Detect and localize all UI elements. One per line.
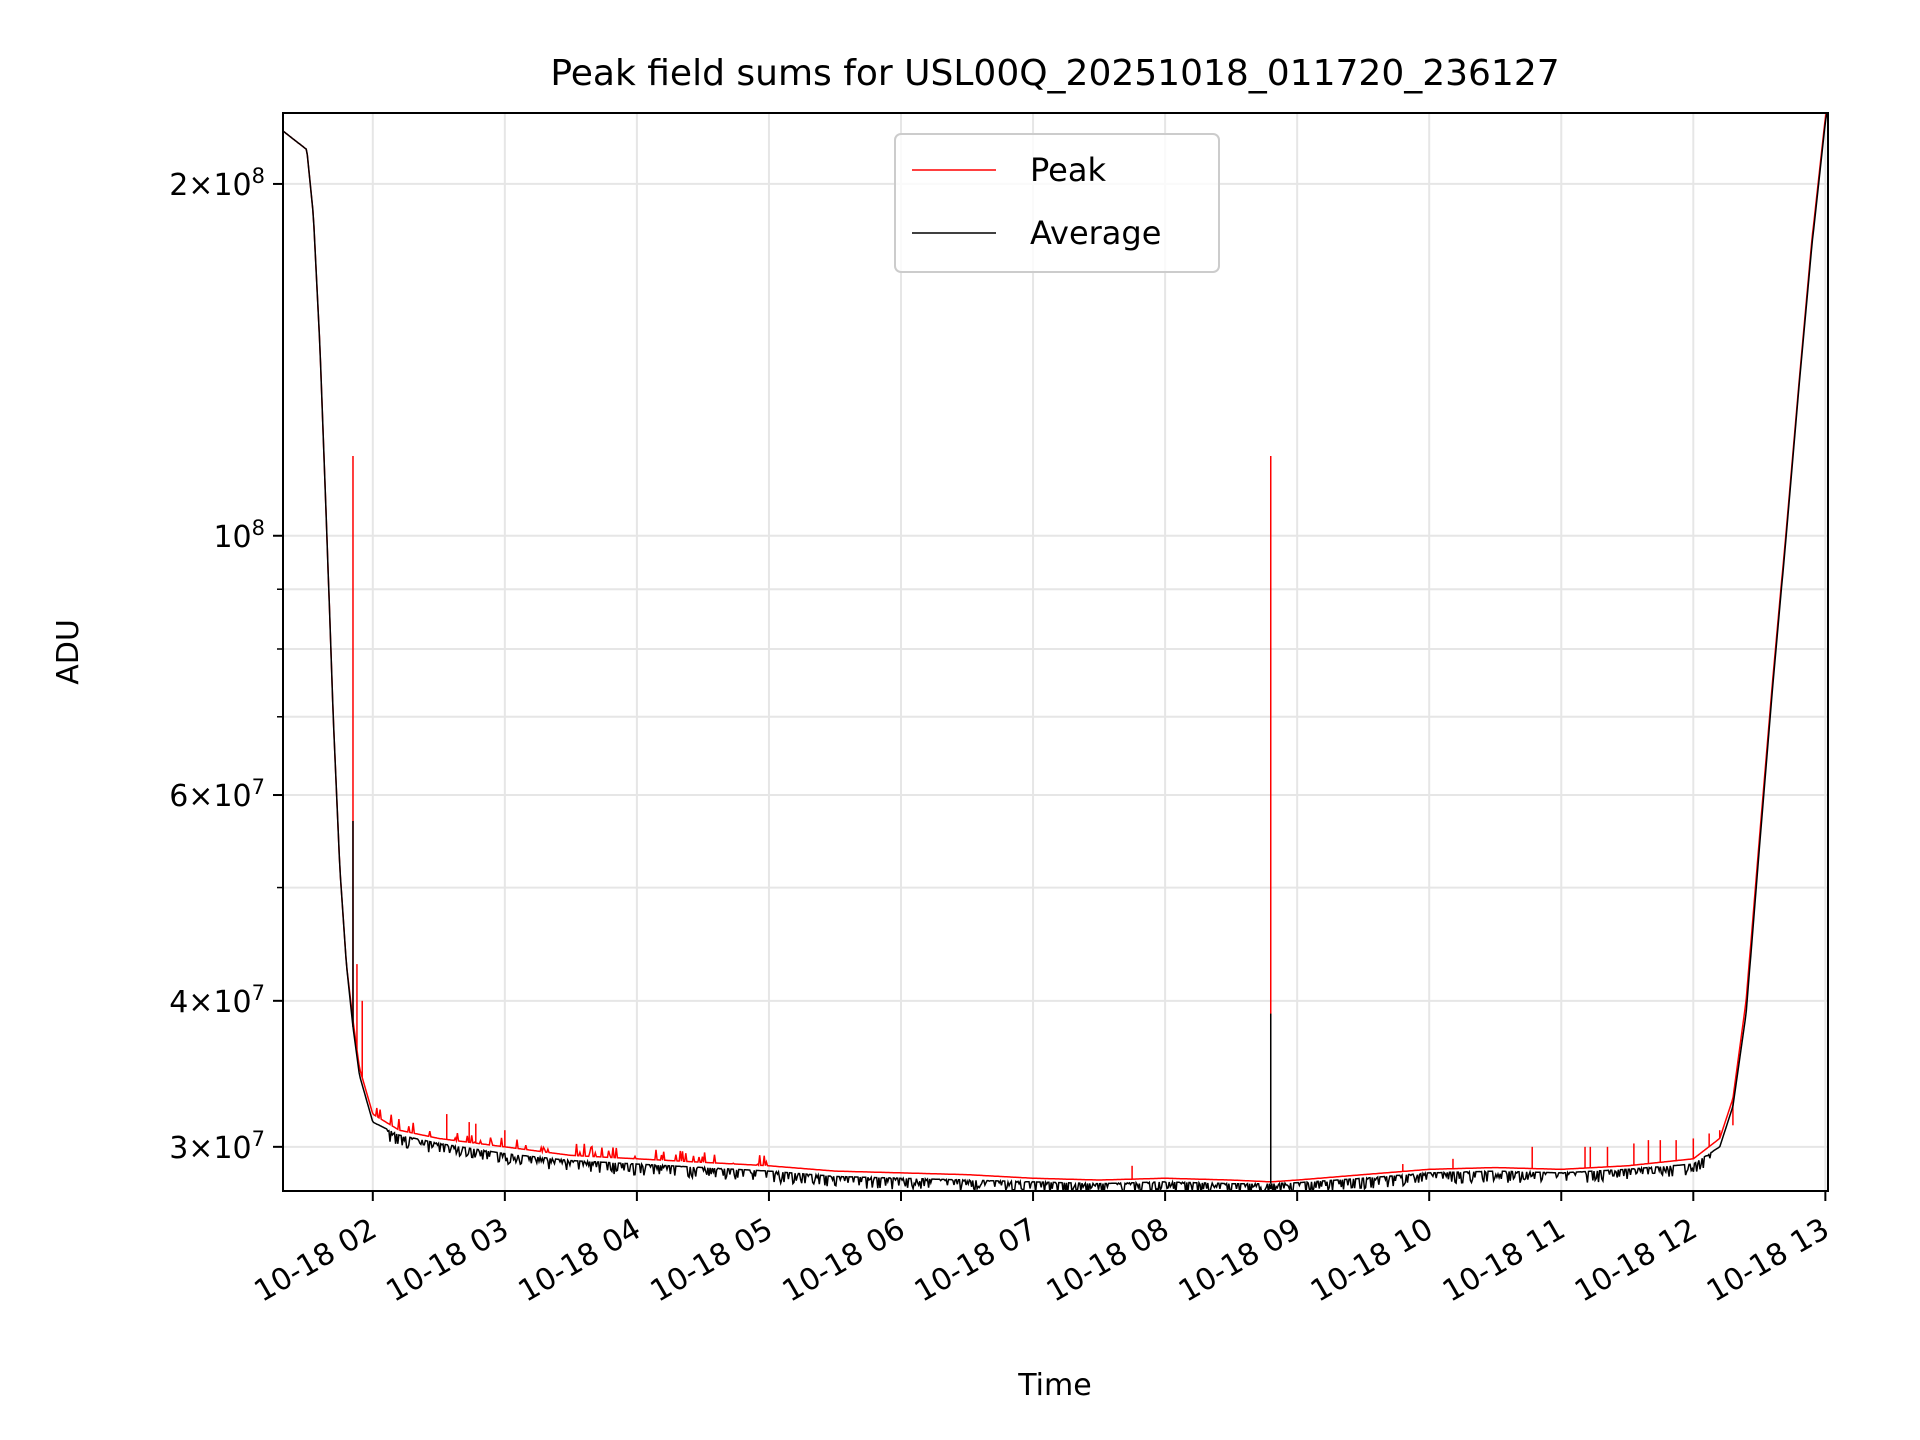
grid (283, 113, 1828, 1191)
y-tick-label: 6×107 (169, 775, 265, 814)
y-tick-label: 108 (213, 516, 265, 555)
y-axis-label: ADU (51, 619, 86, 685)
chart-title: Peak field sums for USL00Q_20251018_0117… (550, 53, 1559, 94)
series-line-peak (283, 113, 1827, 1183)
plot-frame (282, 112, 1829, 1192)
y-tick-label: 2×108 (169, 164, 265, 203)
x-axis-label: Time (1017, 1368, 1091, 1403)
series-layer (283, 113, 1828, 1191)
legend: Peak Average (894, 133, 1220, 273)
series-line-average (283, 113, 1828, 1191)
legend-label-peak: Peak (1030, 151, 1106, 189)
y-tick-label: 4×107 (169, 981, 265, 1020)
legend-label-average: Average (1030, 214, 1161, 252)
legend-frame (894, 133, 1220, 273)
y-axis: 3×107 4×107 6×107 108 2×108 (169, 164, 283, 1166)
y-tick-label: 3×107 (169, 1127, 265, 1166)
